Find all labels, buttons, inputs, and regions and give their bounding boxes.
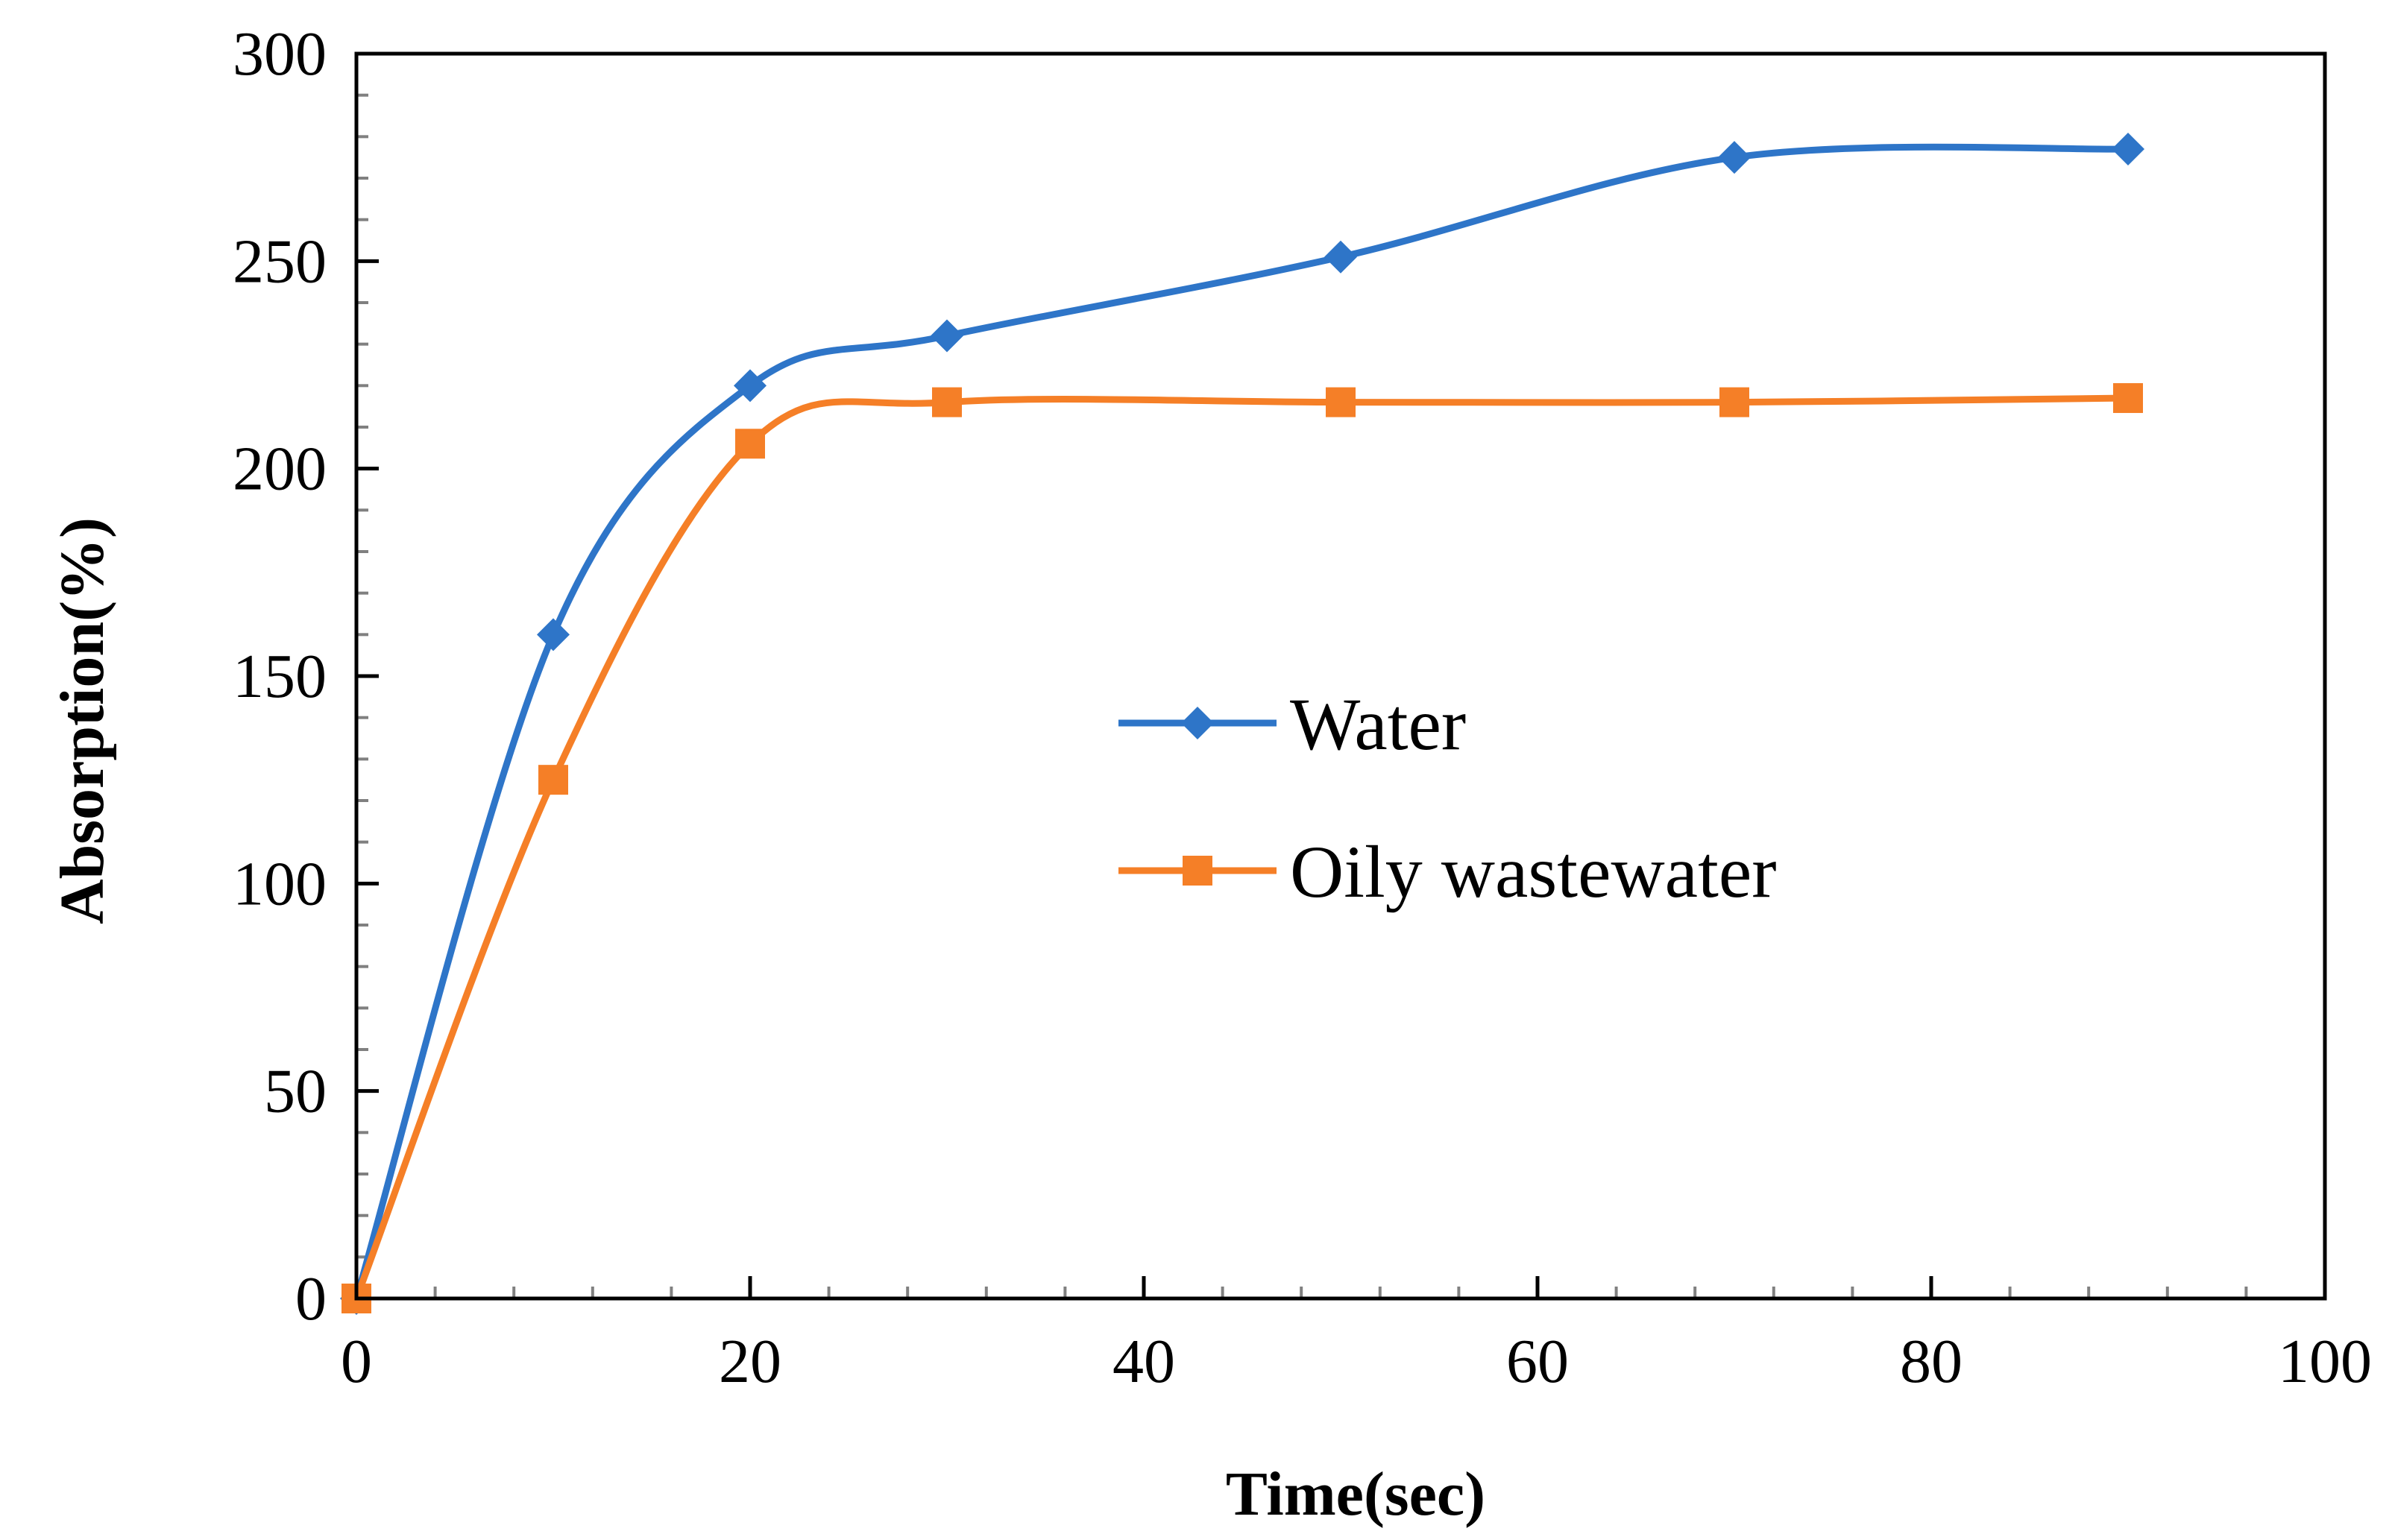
- data-point-water: [1718, 141, 1751, 174]
- data-point-oily-wastewater: [735, 429, 765, 459]
- x-tick-label: 100: [2278, 1327, 2372, 1396]
- legend-marker-oily-wastewater: [1183, 856, 1212, 886]
- y-tick-label: 0: [295, 1264, 327, 1334]
- legend-label-oily-wastewater: Oily wastewater: [1290, 830, 1777, 913]
- data-point-water: [931, 319, 963, 353]
- x-tick-label: 20: [719, 1327, 781, 1396]
- tick-labels: 0 20 40 60 80 100 0 50 100 150 200 250 300: [233, 19, 2372, 1396]
- legend-marker-water: [1181, 707, 1214, 739]
- y-tick-label: 200: [233, 435, 327, 504]
- data-point-water: [1324, 240, 1357, 274]
- legend-label-water: Water: [1290, 683, 1466, 766]
- data-point-oily-wastewater: [2113, 383, 2143, 414]
- data-point-oily-wastewater: [1719, 387, 1749, 417]
- data-point-oily-wastewater: [538, 765, 568, 795]
- x-tick-label: 80: [1900, 1327, 1963, 1396]
- legend: Water Oily wastewater: [1118, 683, 1777, 913]
- data-point-water: [537, 618, 570, 651]
- x-axis-title: Time(sec): [1226, 1459, 1485, 1529]
- data-point-water: [2112, 133, 2144, 166]
- y-tick-label: 250: [233, 227, 327, 296]
- y-tick-label: 300: [233, 19, 327, 89]
- y-tick-label: 100: [233, 849, 327, 918]
- data-point-water: [734, 369, 767, 403]
- y-tick-label: 50: [264, 1057, 327, 1126]
- x-tick-label: 0: [341, 1327, 372, 1396]
- x-tick-label: 60: [1506, 1327, 1569, 1396]
- y-tick-label: 150: [233, 642, 327, 711]
- minor-ticks: [355, 52, 2326, 1300]
- y-axis-title: Absorption(%): [48, 517, 117, 924]
- series-line-oily-wastewater: [353, 394, 2132, 1302]
- series-markers: [340, 133, 2144, 1315]
- data-point-oily-wastewater: [932, 387, 962, 417]
- major-ticks: [354, 51, 2327, 1301]
- x-tick-label: 40: [1112, 1327, 1175, 1396]
- plot-area-frame: [354, 51, 2327, 1301]
- data-point-oily-wastewater: [1326, 387, 1356, 417]
